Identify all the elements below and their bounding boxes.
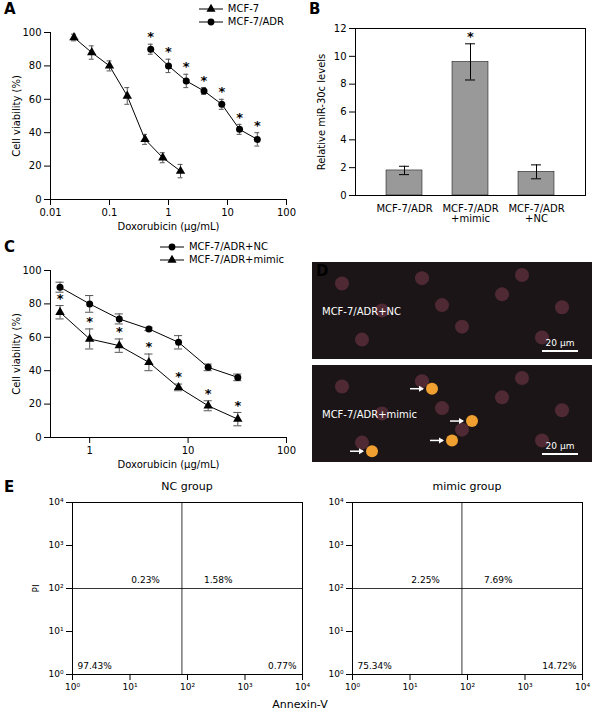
- svg-text:10⁰: 10⁰: [48, 669, 63, 679]
- html-text:E: E: [4, 478, 15, 496]
- svg-text:PI: PI: [31, 584, 41, 592]
- svg-text:*: *: [205, 386, 212, 401]
- svg-text:*: *: [146, 339, 153, 354]
- svg-text:Doxorubicin (μg/mL): Doxorubicin (μg/mL): [118, 459, 220, 470]
- svg-text:80: 80: [29, 60, 42, 71]
- svg-text:MCF-7/ADR: MCF-7/ADR: [376, 203, 432, 214]
- svg-text:MCF-7/ADR+mimic: MCF-7/ADR+mimic: [322, 409, 417, 420]
- svg-text:1: 1: [86, 445, 92, 456]
- svg-text:10³: 10³: [48, 540, 63, 550]
- svg-text:*: *: [467, 29, 474, 44]
- svg-text:Cell viability (%): Cell viability (%): [11, 75, 22, 157]
- svg-text:0.23%: 0.23%: [131, 575, 160, 585]
- svg-text:80: 80: [29, 298, 42, 309]
- html-text:mimic group: mimic group: [432, 480, 502, 493]
- svg-text:*: *: [57, 291, 64, 306]
- svg-text:*: *: [116, 324, 123, 339]
- svg-text:10: 10: [182, 445, 195, 456]
- html-text:MCF-7/ADR+NC: MCF-7/ADR+NC: [188, 241, 268, 252]
- svg-text:10⁴: 10⁴: [48, 497, 63, 507]
- svg-text:97.43%: 97.43%: [78, 661, 113, 671]
- svg-text:4: 4: [340, 134, 346, 145]
- svg-text:*: *: [254, 118, 261, 133]
- svg-text:Doxorubicin (μg/mL): Doxorubicin (μg/mL): [118, 221, 220, 232]
- svg-text:14.72%: 14.72%: [542, 661, 577, 671]
- svg-text:60: 60: [29, 332, 42, 343]
- svg-text:60: 60: [29, 94, 42, 105]
- svg-text:12: 12: [334, 23, 347, 34]
- svg-text:10³: 10³: [517, 682, 532, 692]
- svg-text:10²: 10²: [48, 583, 63, 593]
- html-text:MCF-7/ADR+mimic: MCF-7/ADR+mimic: [188, 254, 284, 265]
- svg-text:10⁰: 10⁰: [65, 682, 80, 692]
- svg-text:0: 0: [35, 194, 41, 205]
- svg-text:20: 20: [29, 160, 42, 171]
- svg-text:0: 0: [35, 432, 41, 443]
- svg-text:1: 1: [165, 207, 171, 218]
- html-text:B: B: [309, 0, 321, 18]
- svg-text:10¹: 10¹: [48, 626, 63, 636]
- html-text:D: D: [316, 262, 329, 280]
- svg-text:100: 100: [22, 265, 41, 276]
- svg-text:20 μm: 20 μm: [546, 338, 575, 348]
- svg-text:10⁰: 10⁰: [345, 682, 360, 692]
- svg-text:75.34%: 75.34%: [358, 661, 393, 671]
- svg-text:10: 10: [221, 207, 234, 218]
- svg-text:10¹: 10¹: [402, 682, 417, 692]
- svg-text:*: *: [165, 44, 172, 59]
- svg-text:1.58%: 1.58%: [204, 575, 233, 585]
- svg-text:10⁴: 10⁴: [295, 682, 310, 692]
- svg-text:*: *: [234, 398, 241, 413]
- svg-text:7.69%: 7.69%: [484, 575, 513, 585]
- svg-text:100: 100: [22, 27, 41, 38]
- svg-text:*: *: [183, 59, 190, 74]
- svg-text:10⁰: 10⁰: [328, 669, 343, 679]
- svg-text:MCF-7/ADR+NC: MCF-7/ADR+NC: [322, 306, 401, 317]
- html-text:Annexin-V: Annexin-V: [272, 698, 328, 711]
- svg-text:10⁴: 10⁴: [575, 682, 590, 692]
- svg-text:10³: 10³: [237, 682, 252, 692]
- svg-text:0.01: 0.01: [39, 207, 61, 218]
- svg-text:0.77%: 0.77%: [268, 661, 297, 671]
- html-text:NC group: NC group: [161, 480, 213, 493]
- svg-text:10: 10: [334, 51, 347, 62]
- svg-text:2: 2: [340, 162, 346, 173]
- svg-text:Cell viability (%): Cell viability (%): [11, 313, 22, 395]
- svg-text:MCF-7/ADR+NC: MCF-7/ADR+NC: [508, 203, 564, 224]
- svg-text:0: 0: [340, 190, 346, 201]
- svg-text:*: *: [201, 73, 208, 88]
- svg-text:*: *: [147, 29, 154, 44]
- svg-text:0.1: 0.1: [102, 207, 118, 218]
- svg-text:100: 100: [277, 207, 296, 218]
- svg-text:40: 40: [29, 365, 42, 376]
- svg-text:10¹: 10¹: [328, 626, 343, 636]
- html-text:MCF-7: MCF-7: [227, 3, 260, 14]
- svg-text:100: 100: [277, 445, 296, 456]
- svg-text:10³: 10³: [328, 540, 343, 550]
- svg-text:10⁴: 10⁴: [328, 497, 343, 507]
- svg-text:6: 6: [340, 106, 346, 117]
- svg-text:10²: 10²: [180, 682, 195, 692]
- svg-text:10²: 10²: [328, 583, 343, 593]
- html-text:A: A: [4, 0, 16, 18]
- svg-text:20: 20: [29, 398, 42, 409]
- html-text:C: C: [4, 238, 15, 256]
- svg-text:*: *: [218, 84, 225, 99]
- svg-text:MCF-7/ADR+mimic: MCF-7/ADR+mimic: [442, 203, 498, 224]
- svg-text:Relative miR-30c levels: Relative miR-30c levels: [316, 54, 327, 171]
- svg-text:10¹: 10¹: [122, 682, 137, 692]
- svg-text:8: 8: [340, 78, 346, 89]
- svg-text:2.25%: 2.25%: [411, 575, 440, 585]
- svg-text:20 μm: 20 μm: [546, 441, 575, 451]
- html-text:MCF-7/ADR: MCF-7/ADR: [227, 16, 284, 27]
- svg-text:40: 40: [29, 127, 42, 138]
- svg-text:*: *: [175, 369, 182, 384]
- svg-text:*: *: [86, 314, 93, 329]
- svg-text:10²: 10²: [460, 682, 475, 692]
- svg-text:*: *: [236, 110, 243, 125]
